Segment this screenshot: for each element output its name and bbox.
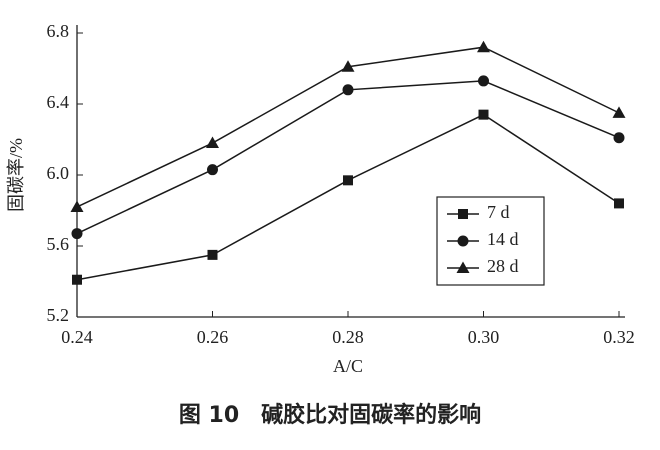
x-axis-label: A/C	[333, 356, 363, 376]
legend-label: 7 d	[487, 202, 510, 222]
y-tick-label: 6.8	[47, 21, 70, 41]
marker	[206, 136, 219, 149]
marker	[612, 106, 626, 118]
x-tick-label: 0.30	[468, 327, 500, 347]
marker	[457, 235, 469, 247]
y-tick-label: 5.6	[47, 234, 70, 254]
y-tick-label: 6.4	[47, 92, 70, 112]
marker	[71, 228, 83, 240]
marker	[72, 274, 82, 285]
marker	[207, 164, 218, 176]
chart-caption: 图 10 碱胶比对固碳率的影响	[179, 402, 481, 428]
y-axis-label: 固碳率/%	[6, 138, 26, 212]
legend-label: 14 d	[487, 229, 519, 249]
x-tick-label: 0.32	[603, 327, 635, 347]
marker	[343, 175, 353, 186]
x-tick-label: 0.28	[332, 327, 364, 347]
marker	[478, 109, 489, 120]
y-tick-label: 6.0	[47, 163, 70, 183]
marker	[614, 198, 624, 209]
marker	[342, 84, 354, 96]
marker	[478, 75, 489, 87]
marker	[70, 200, 84, 212]
legend-label: 28 d	[487, 256, 519, 276]
marker	[341, 60, 355, 72]
marker	[613, 132, 625, 144]
x-tick-label: 0.24	[61, 327, 93, 347]
y-tick-label: 5.2	[47, 305, 70, 325]
x-tick-label: 0.26	[197, 327, 229, 347]
marker	[458, 209, 468, 219]
marker	[477, 40, 490, 53]
marker	[207, 249, 218, 260]
marker	[456, 261, 470, 273]
